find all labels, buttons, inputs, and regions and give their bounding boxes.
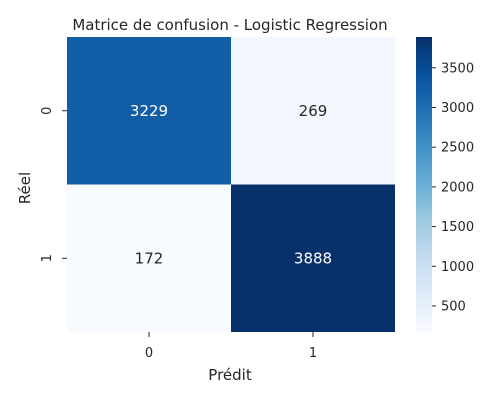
heatmap-cell [231,37,395,185]
x-axis-label: Prédit [208,366,252,384]
y-axis-label: Réel [16,172,34,204]
x-tick-label: 1 [309,346,317,361]
cell-value-label: 172 [135,249,164,267]
chart-title: Matrice de confusion - Logistic Regressi… [72,16,387,34]
cell-value-label: 3888 [294,249,332,267]
colorbar-tick-label: 1500 [441,220,474,235]
colorbar-tick-label: 3500 [441,61,474,76]
y-tick-label: 1 [40,254,55,262]
x-tick-label: 0 [145,346,153,361]
cell-value-label: 269 [299,102,328,120]
y-tick-label: 0 [40,107,55,115]
colorbar [416,37,432,332]
colorbar-tick-label: 1000 [441,260,474,275]
heatmap-cell [67,37,231,185]
colorbar-tick-label: 3000 [441,101,474,116]
cell-value-label: 3229 [130,102,168,120]
colorbar-tick-label: 500 [441,299,466,314]
heatmap-cell [67,184,231,332]
heatmap-cell [231,184,395,332]
colorbar-tick-label: 2500 [441,141,474,156]
colorbar-tick-label: 2000 [441,180,474,195]
